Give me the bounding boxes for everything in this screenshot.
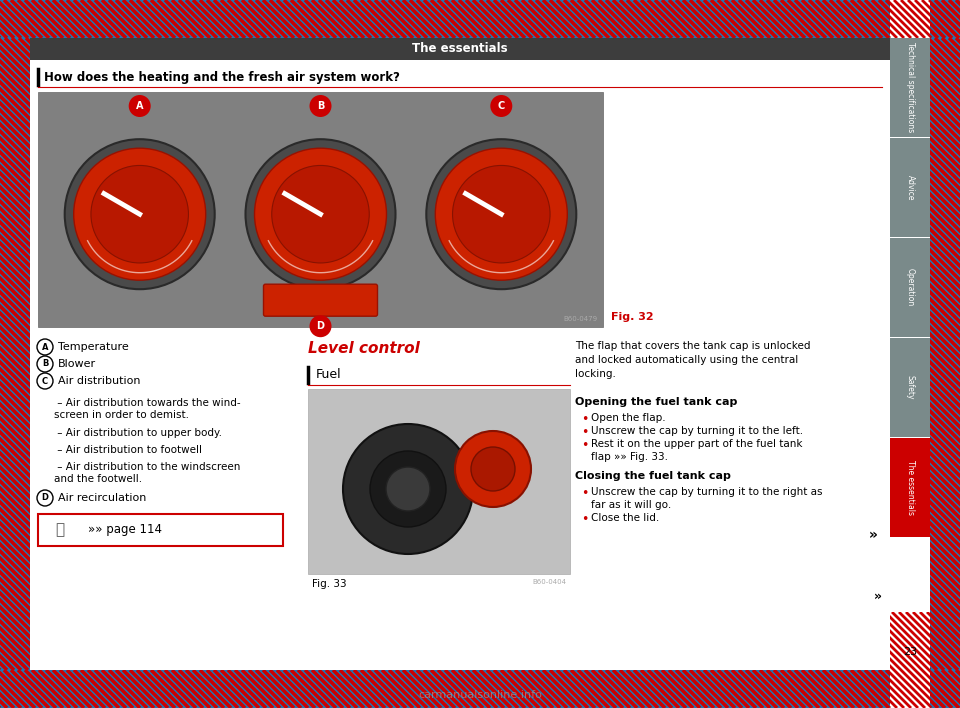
Text: A: A bbox=[136, 101, 143, 111]
Bar bbox=[38, 514, 283, 546]
Text: far as it will go.: far as it will go. bbox=[591, 500, 671, 510]
Text: Air distribution: Air distribution bbox=[58, 376, 140, 386]
Text: Unscrew the cap by turning it to the right as: Unscrew the cap by turning it to the rig… bbox=[591, 487, 823, 497]
Circle shape bbox=[272, 166, 370, 263]
Text: Temperature: Temperature bbox=[58, 342, 129, 352]
Bar bbox=[0, 0, 960, 38]
Bar bbox=[308, 389, 570, 574]
Text: flap »» Fig. 33.: flap »» Fig. 33. bbox=[591, 452, 668, 462]
Bar bbox=[890, 0, 930, 38]
FancyBboxPatch shape bbox=[263, 284, 377, 316]
Text: •: • bbox=[581, 513, 588, 526]
Circle shape bbox=[37, 339, 53, 355]
Bar bbox=[38, 92, 603, 327]
Text: Opening the fuel tank cap: Opening the fuel tank cap bbox=[575, 397, 737, 407]
Text: A: A bbox=[41, 343, 48, 351]
Circle shape bbox=[452, 166, 550, 263]
Text: Unscrew the cap by turning it to the left.: Unscrew the cap by turning it to the lef… bbox=[591, 426, 804, 436]
Bar bbox=[0, 0, 960, 38]
Bar bbox=[890, 38, 930, 137]
Text: Fig. 33: Fig. 33 bbox=[312, 579, 347, 589]
Circle shape bbox=[37, 490, 53, 506]
Text: How does the heating and the fresh air system work?: How does the heating and the fresh air s… bbox=[44, 71, 400, 84]
Circle shape bbox=[309, 95, 331, 117]
Text: Open the flap.: Open the flap. bbox=[591, 413, 665, 423]
Text: C: C bbox=[497, 101, 505, 111]
Circle shape bbox=[91, 166, 188, 263]
Text: – Air distribution to the windscreen: – Air distribution to the windscreen bbox=[54, 462, 240, 472]
Text: B60-0404: B60-0404 bbox=[532, 579, 566, 585]
Text: »: » bbox=[874, 590, 882, 603]
Text: B: B bbox=[317, 101, 324, 111]
Bar bbox=[0, 670, 960, 708]
Text: Operation: Operation bbox=[905, 268, 915, 307]
Circle shape bbox=[370, 451, 446, 527]
Text: •: • bbox=[581, 439, 588, 452]
Text: screen in order to demist.: screen in order to demist. bbox=[54, 410, 189, 420]
Circle shape bbox=[254, 148, 387, 280]
Text: – Air distribution towards the wind-: – Air distribution towards the wind- bbox=[54, 398, 241, 408]
Bar bbox=[890, 612, 930, 708]
Circle shape bbox=[343, 424, 473, 554]
Text: B60-0479: B60-0479 bbox=[564, 316, 598, 322]
Text: B: B bbox=[42, 360, 48, 368]
Text: and the footwell.: and the footwell. bbox=[54, 474, 142, 484]
Bar bbox=[890, 238, 930, 337]
Bar bbox=[930, 38, 960, 670]
Bar bbox=[890, 38, 930, 670]
Bar bbox=[890, 612, 930, 708]
Text: 23: 23 bbox=[903, 647, 917, 657]
Text: The flap that covers the tank cap is unlocked
and locked automatically using the: The flap that covers the tank cap is unl… bbox=[575, 341, 810, 379]
Text: Closing the fuel tank cap: Closing the fuel tank cap bbox=[575, 471, 731, 481]
Circle shape bbox=[37, 373, 53, 389]
Text: The essentials: The essentials bbox=[905, 460, 915, 515]
Circle shape bbox=[37, 356, 53, 372]
Text: »» page 114: »» page 114 bbox=[88, 523, 162, 537]
Text: Safety: Safety bbox=[905, 375, 915, 400]
Text: •: • bbox=[581, 426, 588, 439]
Text: Level control: Level control bbox=[308, 341, 420, 356]
Circle shape bbox=[309, 315, 331, 337]
Text: Close the lid.: Close the lid. bbox=[591, 513, 660, 523]
Text: Blower: Blower bbox=[58, 359, 96, 369]
Text: Rest it on the upper part of the fuel tank: Rest it on the upper part of the fuel ta… bbox=[591, 439, 803, 449]
Bar bbox=[0, 38, 30, 670]
Text: Air recirculation: Air recirculation bbox=[58, 493, 146, 503]
Circle shape bbox=[64, 139, 215, 289]
Bar bbox=[890, 138, 930, 237]
Text: •: • bbox=[581, 413, 588, 426]
Circle shape bbox=[491, 95, 513, 117]
Circle shape bbox=[386, 467, 430, 511]
Circle shape bbox=[129, 95, 151, 117]
Bar bbox=[0, 38, 30, 670]
Text: D: D bbox=[41, 493, 49, 503]
Bar bbox=[930, 38, 960, 670]
Circle shape bbox=[426, 139, 576, 289]
Circle shape bbox=[246, 139, 396, 289]
Bar bbox=[890, 438, 930, 537]
Circle shape bbox=[435, 148, 567, 280]
Text: Technical specifications: Technical specifications bbox=[905, 42, 915, 132]
Bar bbox=[890, 338, 930, 437]
Text: Fuel: Fuel bbox=[316, 368, 342, 382]
Text: – Air distribution to footwell: – Air distribution to footwell bbox=[54, 445, 202, 455]
Circle shape bbox=[74, 148, 205, 280]
Text: Advice: Advice bbox=[905, 175, 915, 200]
Bar bbox=[30, 38, 890, 670]
Bar bbox=[890, 0, 930, 38]
Text: •: • bbox=[581, 487, 588, 500]
Text: – Air distribution to upper body.: – Air distribution to upper body. bbox=[54, 428, 222, 438]
Text: 📖: 📖 bbox=[56, 523, 64, 537]
Text: carmanualsonline.info: carmanualsonline.info bbox=[418, 690, 542, 700]
Bar bbox=[30, 38, 890, 60]
Text: »: » bbox=[869, 528, 878, 542]
Circle shape bbox=[455, 431, 531, 507]
Text: The essentials: The essentials bbox=[412, 42, 508, 55]
Text: D: D bbox=[317, 321, 324, 331]
Text: Fig. 32: Fig. 32 bbox=[611, 312, 654, 322]
Bar bbox=[0, 670, 960, 708]
Text: C: C bbox=[42, 377, 48, 385]
Circle shape bbox=[471, 447, 515, 491]
